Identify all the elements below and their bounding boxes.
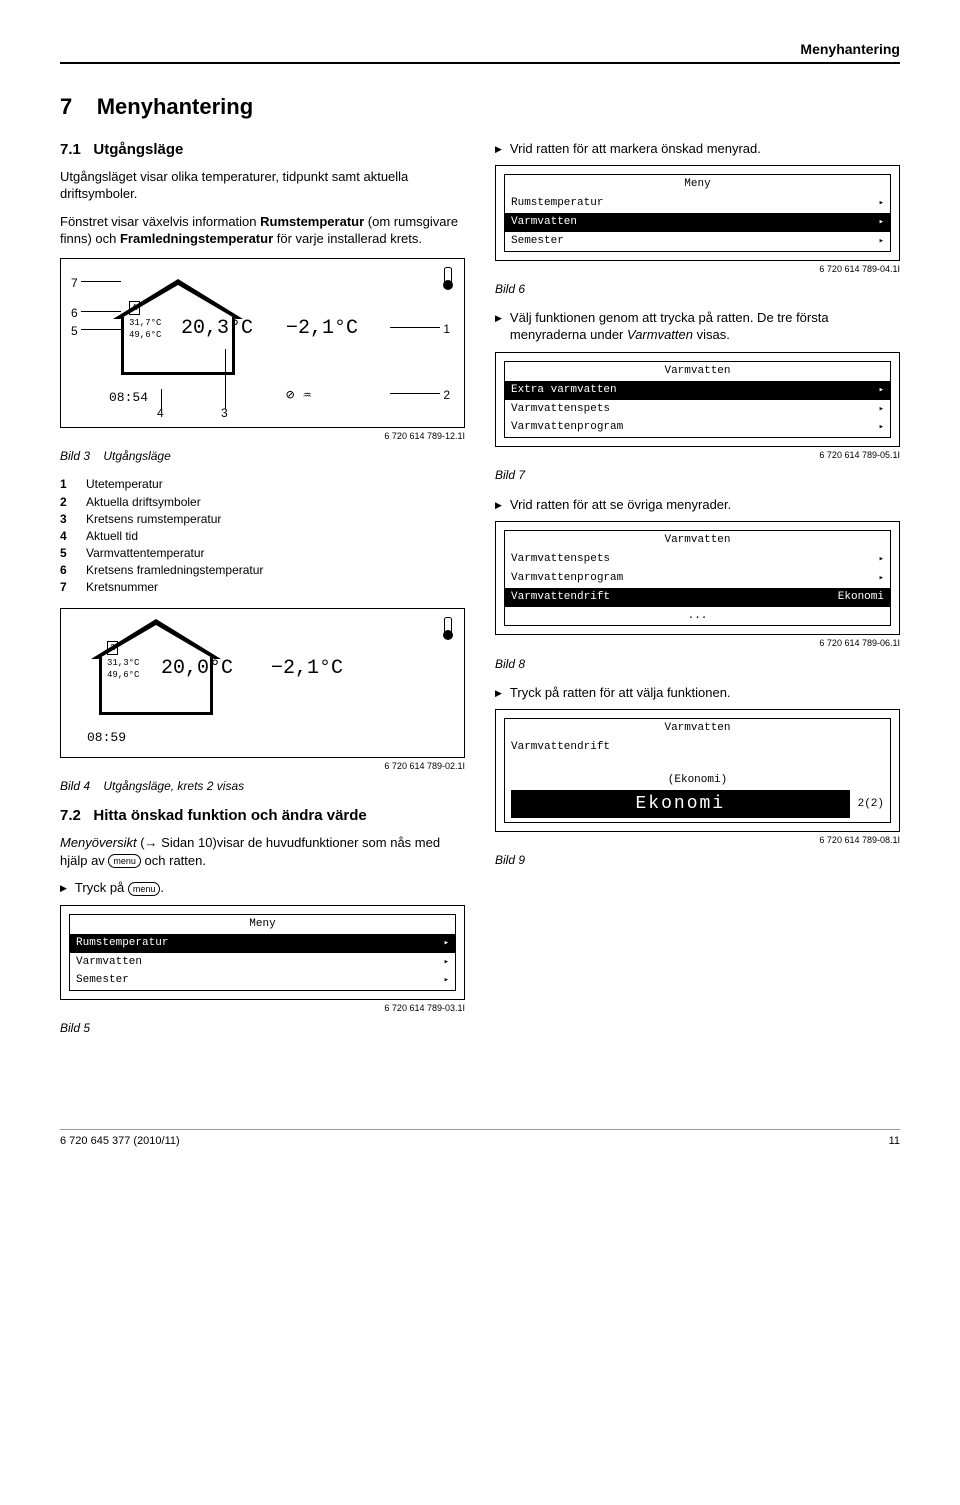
section-title: Utgångsläge bbox=[93, 141, 183, 158]
left-column: 7.1 Utgångsläge Utgångsläget visar olika… bbox=[60, 140, 465, 1049]
arrow-right-icon bbox=[879, 234, 884, 249]
callout-5: 5 bbox=[71, 323, 78, 339]
figure-9-lcd: Varmvatten Varmvattendrift (Ekonomi) Eko… bbox=[495, 709, 900, 832]
figure-3-caption: Bild 3 Utgångsläge bbox=[60, 448, 465, 464]
bullet-tryck-ratten: Tryck på ratten för att välja funktionen… bbox=[495, 684, 900, 702]
figure-4-caption: Bild 4 Utgångsläge, krets 2 visas bbox=[60, 778, 465, 794]
arrow-right-icon bbox=[879, 420, 884, 435]
callout-6: 6 bbox=[71, 305, 78, 321]
figure-8-caption: Bild 8 bbox=[495, 656, 900, 672]
chapter-title: Menyhantering bbox=[97, 94, 253, 119]
section-num: 7.1 bbox=[60, 141, 81, 158]
figure-3-ref: 6 720 614 789-12.1I bbox=[60, 430, 465, 442]
page-header: Menyhantering bbox=[60, 40, 900, 64]
figure-8-lcd: Varmvatten Varmvattenspets Varmvattenpro… bbox=[495, 521, 900, 635]
chapter-num: 7 bbox=[60, 94, 72, 119]
arrow-right-icon bbox=[444, 973, 449, 988]
thermometer-icon bbox=[444, 267, 452, 287]
figure-5-ref: 6 720 614 789-03.1I bbox=[60, 1002, 465, 1014]
selected-value: Ekonomi bbox=[511, 790, 850, 818]
out-temp: −2,1°C bbox=[286, 315, 358, 342]
figure-4-display: 2 31,3°C 49,6°C 20,0°C −2,1°C 08:59 bbox=[60, 608, 465, 758]
figure-7-caption: Bild 7 bbox=[495, 467, 900, 483]
section-title: Hitta önskad funktion och ändra värde bbox=[93, 807, 366, 824]
figure-5-lcd: Meny Rumstemperatur Varmvatten Semester bbox=[60, 905, 465, 1000]
bullet-tryck-menu: Tryck på menu. bbox=[60, 879, 465, 897]
chapter-heading: 7 Menyhantering bbox=[60, 92, 900, 122]
right-column: Vrid ratten för att markera önskad menyr… bbox=[495, 140, 900, 1049]
time-value: 08:54 bbox=[109, 389, 148, 407]
mode-icons: ⊘ ♒ bbox=[286, 387, 311, 406]
figure-5-caption: Bild 5 bbox=[60, 1020, 465, 1036]
arrow-right-icon bbox=[444, 936, 449, 951]
arrow-right-icon bbox=[879, 571, 884, 586]
dhw-temp: 49,6°C bbox=[129, 329, 161, 341]
callout-7: 7 bbox=[71, 275, 78, 291]
figure-6-ref: 6 720 614 789-04.1I bbox=[495, 263, 900, 275]
figure-9-ref: 6 720 614 789-08.1I bbox=[495, 834, 900, 846]
kretsnum-value: A bbox=[129, 301, 140, 315]
inner-temp: 31,7°C bbox=[129, 317, 161, 329]
para-utgangslage-1: Utgångsläget visar olika temperaturer, t… bbox=[60, 168, 465, 203]
arrow-right-icon bbox=[879, 402, 884, 417]
figure-3-legend: 1Utetemperatur 2Aktuella driftsymboler 3… bbox=[60, 476, 465, 595]
thermometer-icon bbox=[444, 617, 452, 637]
callout-2: 2 bbox=[443, 387, 450, 403]
menu-button-icon: menu bbox=[128, 882, 161, 896]
menu-button-icon: menu bbox=[108, 854, 141, 868]
para-utgangslage-2: Fönstret visar växelvis information Rums… bbox=[60, 213, 465, 248]
callout-1: 1 bbox=[443, 321, 450, 337]
page-footer: 6 720 645 377 (2010/11) 11 bbox=[60, 1129, 900, 1149]
bullet-valj: Välj funktionen genom att trycka på ratt… bbox=[495, 309, 900, 344]
arrow-right-icon bbox=[879, 552, 884, 567]
arrow-right-icon bbox=[879, 383, 884, 398]
section-num: 7.2 bbox=[60, 807, 81, 824]
figure-8-ref: 6 720 614 789-06.1I bbox=[495, 637, 900, 649]
figure-9-caption: Bild 9 bbox=[495, 852, 900, 868]
bullet-vrid-1: Vrid ratten för att markera önskad menyr… bbox=[495, 140, 900, 158]
para-7-2: Menyöversikt (→ Sidan 10)visar de huvudf… bbox=[60, 834, 465, 869]
arrow-right-icon bbox=[879, 215, 884, 230]
section-7-1-heading: 7.1 Utgångsläge bbox=[60, 140, 465, 160]
bullet-vrid-2: Vrid ratten för att se övriga menyrader. bbox=[495, 496, 900, 514]
arrow-right-icon bbox=[879, 196, 884, 211]
arrow-right-icon bbox=[444, 955, 449, 970]
count-value: 2(2) bbox=[858, 797, 884, 812]
figure-3-display: A 31,7°C 49,6°C 20,3°C −2,1°C 08:54 ⊘ ♒ … bbox=[60, 258, 465, 428]
figure-7-lcd: Varmvatten Extra varmvatten Varmvattensp… bbox=[495, 352, 900, 447]
section-7-2-heading: 7.2 Hitta önskad funktion och ändra värd… bbox=[60, 806, 465, 826]
figure-6-lcd: Meny Rumstemperatur Varmvatten Semester bbox=[495, 165, 900, 260]
figure-6-caption: Bild 6 bbox=[495, 281, 900, 297]
footer-pagenum: 11 bbox=[889, 1134, 900, 1149]
figure-4-ref: 6 720 614 789-02.1I bbox=[60, 760, 465, 772]
room-temp: 20,3°C bbox=[181, 315, 253, 342]
footer-docnum: 6 720 645 377 (2010/11) bbox=[60, 1134, 180, 1149]
figure-7-ref: 6 720 614 789-05.1I bbox=[495, 449, 900, 461]
